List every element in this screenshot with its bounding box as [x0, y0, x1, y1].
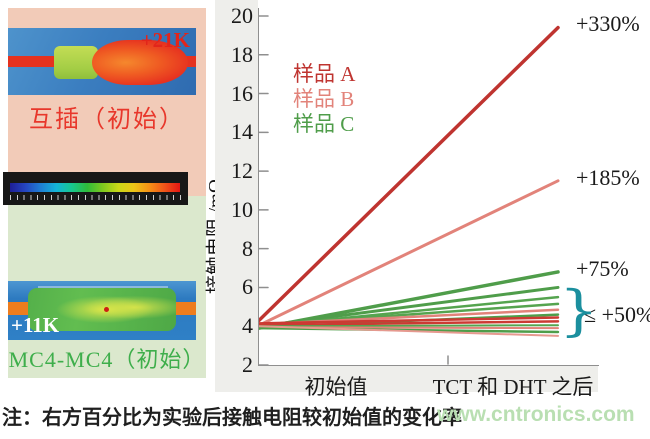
series-line [257, 316, 560, 325]
thermal-connector-hot-shape [92, 40, 188, 85]
y-tick-label: 12 [231, 158, 253, 184]
temperature-delta-label: +21K [140, 28, 190, 52]
plot-svg [257, 15, 560, 366]
chart-margin-bottom [258, 365, 598, 392]
thermal-connector-body-shape [28, 288, 176, 331]
y-tick-label: 16 [231, 80, 253, 106]
y-tick-label: 20 [231, 3, 253, 28]
y-tick-label: 2 [242, 352, 253, 377]
series-line [257, 285, 560, 328]
y-tick-label: 14 [231, 119, 253, 145]
colorbar-gradient [10, 183, 180, 192]
series-line [258, 325, 559, 337]
x-category-initial: 初始值 [304, 375, 368, 399]
series-line [258, 324, 559, 328]
y-tick-label: 10 [231, 196, 253, 222]
chart-margin-left [215, 0, 258, 392]
y-tick-label: 8 [242, 235, 253, 261]
series-line [257, 25, 560, 323]
legend-item: 样品 B [293, 87, 355, 111]
x-category-after-test: TCT 和 DHT 之后 [432, 375, 594, 399]
thermal-caption-plug: 互插（初始） [29, 107, 185, 133]
thermal-spot-marker [104, 307, 109, 312]
line-chart: 2 4 6 8 10 12 14 16 18 20 样品 A 样品 B 样品 C 初始值 TCT … [215, 0, 650, 399]
thermal-colorbar [3, 172, 188, 205]
thermal-highlight-line [38, 286, 168, 288]
y-tick-label: 4 [242, 313, 253, 339]
y-tick-labels: 2 4 6 8 10 12 14 16 18 20 [215, 0, 253, 392]
legend-item: 样品 C [293, 112, 355, 136]
plot-area [257, 8, 599, 366]
series-line [257, 179, 560, 327]
series-line [257, 320, 560, 327]
thermal-image-plug: +21K [8, 28, 196, 95]
y-tick-label: 6 [242, 274, 253, 300]
watermark: www.cntronics.com [437, 403, 635, 426]
colorbar-scale-ticks [10, 195, 182, 200]
temperature-delta-label: +11K [11, 313, 60, 337]
note-text: 注：右方百分比为实验后接触电阻较初始值的变化率 [2, 407, 462, 429]
legend: 样品 A 样品 B 样品 C [293, 62, 355, 137]
thermal-image-mc4: +11K [8, 281, 196, 340]
thermal-connector-cool-shape [54, 46, 98, 79]
y-tick-label: 18 [231, 41, 253, 67]
legend-item: 样品 A [293, 62, 356, 86]
thermal-caption-mc4: MC4-MC4（初始） [8, 347, 206, 372]
